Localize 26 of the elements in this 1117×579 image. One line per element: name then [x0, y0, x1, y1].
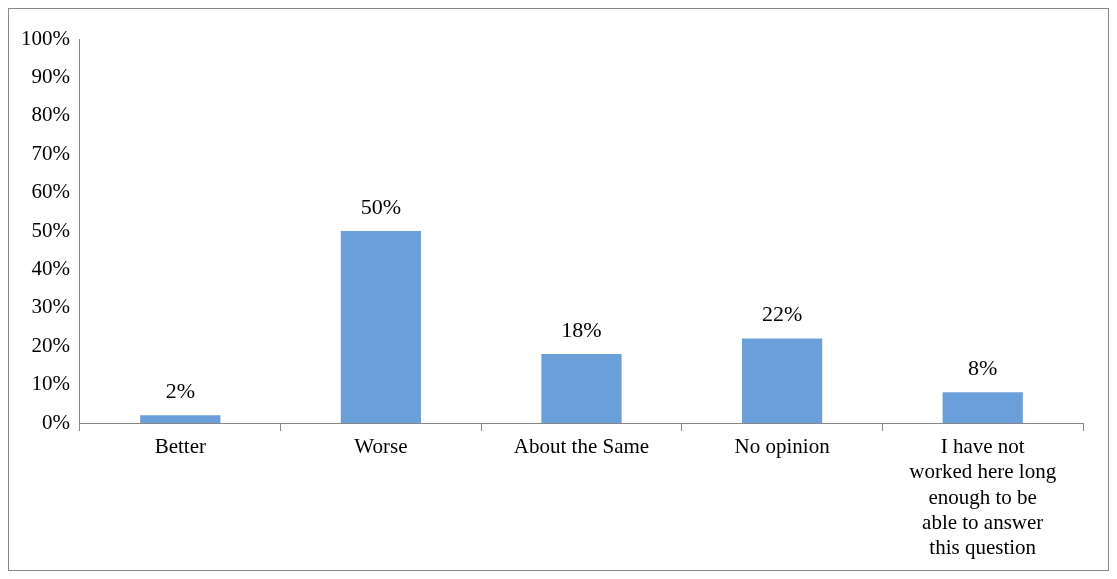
- y-tick-label: 70%: [31, 140, 70, 165]
- y-tick-label: 40%: [31, 255, 70, 280]
- y-tick-label: 100%: [20, 25, 70, 50]
- bar: [741, 338, 823, 423]
- y-tick-label: 30%: [31, 294, 70, 319]
- data-label: 18%: [561, 316, 602, 342]
- y-tick-label: 80%: [31, 102, 70, 127]
- x-tick-label: Better: [154, 434, 206, 459]
- x-tick-label: No opinion: [734, 434, 831, 459]
- x-tick-label: I have not worked here long enough to be able to answer this question: [909, 434, 1057, 559]
- bar: [942, 392, 1023, 423]
- y-tick-label: 90%: [31, 63, 70, 88]
- data-label: 2%: [165, 378, 195, 404]
- y-tick-label: 50%: [31, 217, 70, 242]
- data-label: 22%: [761, 301, 803, 327]
- x-tick-label: About the Same: [513, 434, 650, 459]
- x-tick-label: Worse: [354, 434, 408, 459]
- bar: [140, 415, 221, 423]
- y-tick-label: 0%: [41, 409, 70, 434]
- y-tick-label: 20%: [31, 332, 70, 357]
- bar: [541, 353, 622, 423]
- bar: [340, 231, 422, 423]
- y-tick-label: 10%: [31, 371, 70, 396]
- data-label: 8%: [968, 355, 998, 381]
- data-label: 50%: [360, 193, 402, 219]
- y-tick-label: 60%: [31, 179, 70, 204]
